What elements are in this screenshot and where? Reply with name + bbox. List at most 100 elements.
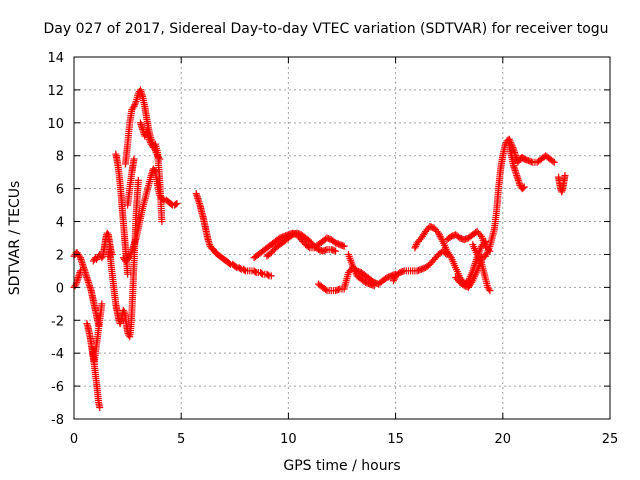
data-point <box>236 264 244 272</box>
y-tick-label: 0 <box>56 281 64 296</box>
data-point <box>437 234 445 242</box>
data-point <box>130 155 138 163</box>
data-point <box>468 278 476 286</box>
data-point <box>146 137 154 145</box>
data-point <box>520 183 528 191</box>
data-point <box>506 137 514 145</box>
data-point <box>98 300 106 308</box>
data-point <box>225 260 233 268</box>
series-k <box>136 119 166 226</box>
data-point <box>130 102 138 110</box>
data-point <box>389 277 397 285</box>
y-tick-label: 10 <box>47 117 64 132</box>
x-tick-label: 15 <box>387 432 404 447</box>
data-point <box>126 252 134 260</box>
y-tick-label: -6 <box>51 380 64 395</box>
data-point <box>434 229 442 237</box>
data-points <box>70 86 569 411</box>
data-point <box>126 250 134 258</box>
series-v <box>477 135 558 262</box>
data-point <box>75 252 83 260</box>
y-tick-label: -2 <box>51 314 64 329</box>
data-point <box>251 268 259 276</box>
data-point <box>119 306 127 314</box>
data-point <box>267 272 275 280</box>
data-point <box>134 176 142 184</box>
data-point <box>258 269 266 277</box>
data-point <box>340 242 348 250</box>
grid-lines <box>74 57 610 419</box>
x-tick-label: 20 <box>495 432 512 447</box>
data-point <box>131 101 139 109</box>
data-point <box>473 250 481 258</box>
x-tick-label: 5 <box>177 432 185 447</box>
x-tick-label: 0 <box>70 432 78 447</box>
data-point <box>127 249 135 257</box>
series-i <box>124 155 138 209</box>
data-point <box>76 267 84 275</box>
data-point <box>158 218 166 226</box>
series-n <box>263 229 340 260</box>
data-point <box>474 252 482 260</box>
axis-ticks <box>73 56 611 420</box>
data-point <box>172 200 180 208</box>
data-point <box>150 167 158 175</box>
data-point <box>370 282 378 290</box>
data-point <box>436 232 444 240</box>
data-point <box>173 199 181 207</box>
y-tick-label: -8 <box>51 413 64 428</box>
series-x <box>555 171 569 196</box>
data-point <box>549 157 557 165</box>
data-point <box>412 242 420 250</box>
data-point <box>332 247 340 255</box>
series-f <box>104 176 142 341</box>
data-point <box>550 158 558 166</box>
x-tick-label: 25 <box>602 432 619 447</box>
series-q <box>389 247 451 285</box>
x-tick-labels: 0 5 10 15 20 25 <box>70 432 618 447</box>
series-l <box>192 190 275 280</box>
y-tick-labels: -8 -6 -4 -2 0 2 4 6 8 10 12 14 <box>47 51 64 428</box>
plot-frame <box>73 56 611 420</box>
data-point <box>264 271 272 279</box>
series-g <box>112 150 132 278</box>
data-point <box>71 282 79 290</box>
y-tick-label: 6 <box>56 183 64 198</box>
data-point <box>477 257 485 265</box>
y-tick-label: -4 <box>51 347 64 362</box>
data-point <box>519 184 527 192</box>
series-d <box>88 300 106 365</box>
chart-title: Day 027 of 2017, Sidereal Day-to-day VTE… <box>43 21 608 37</box>
y-axis-label: SDTVAR / TECUs <box>7 181 23 296</box>
data-point <box>505 135 513 143</box>
data-point <box>390 275 398 283</box>
data-point <box>232 263 240 271</box>
y-tick-label: 2 <box>56 248 64 263</box>
data-point <box>98 254 106 262</box>
x-axis-label: GPS time / hours <box>283 458 400 474</box>
data-point <box>124 270 132 278</box>
data-point <box>131 99 139 107</box>
data-point <box>145 135 153 143</box>
y-tick-label: 12 <box>47 84 64 99</box>
data-point <box>561 171 569 179</box>
y-tick-label: 4 <box>56 216 64 231</box>
data-point <box>486 287 494 295</box>
y-tick-label: 8 <box>56 150 64 165</box>
y-tick-label: 14 <box>47 51 64 66</box>
data-point <box>103 229 111 237</box>
series-c <box>83 320 104 411</box>
data-point <box>435 231 443 239</box>
data-point <box>476 231 484 239</box>
data-point <box>322 286 330 294</box>
x-tick-label: 10 <box>280 432 297 447</box>
data-point <box>446 252 454 260</box>
data-point <box>485 285 493 293</box>
series-p <box>344 250 378 290</box>
data-point <box>96 403 104 411</box>
series-w <box>505 142 528 193</box>
data-point <box>507 139 515 147</box>
data-point <box>411 244 419 252</box>
data-point <box>240 266 248 274</box>
